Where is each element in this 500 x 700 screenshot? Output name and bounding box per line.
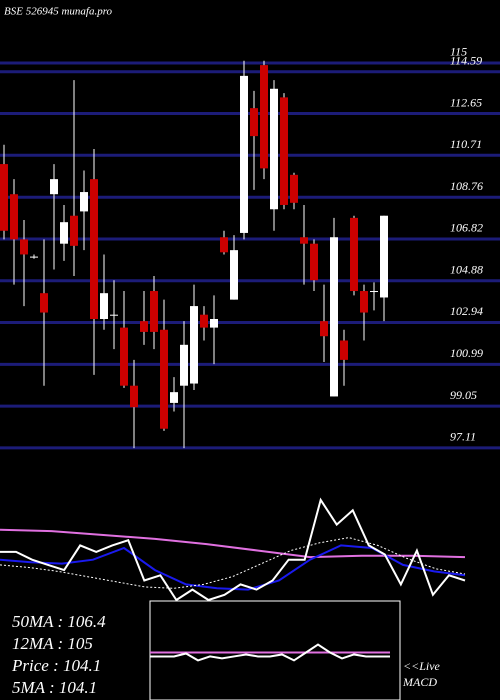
y-tick-label: 110.71 bbox=[450, 137, 482, 151]
indicator-line bbox=[150, 643, 390, 662]
y-tick-label: 99.05 bbox=[450, 388, 477, 402]
candle-body bbox=[10, 194, 18, 240]
y-tick-label: 104.88 bbox=[450, 262, 483, 276]
chart-title: BSE 526945 munafa.pro bbox=[4, 6, 113, 18]
candle-body bbox=[250, 108, 258, 137]
indicator-line bbox=[0, 528, 466, 559]
candle-body bbox=[60, 222, 68, 244]
candle-body bbox=[170, 392, 178, 403]
indicator-line bbox=[0, 497, 466, 602]
candle-body bbox=[180, 344, 188, 386]
candle-body bbox=[280, 97, 288, 205]
indicator-line bbox=[0, 544, 466, 591]
candle-body bbox=[380, 215, 388, 298]
y-tick-label: 102.94 bbox=[450, 304, 483, 318]
candle-body bbox=[210, 318, 218, 328]
candle-body bbox=[270, 88, 278, 210]
y-tick-label: 114.59 bbox=[450, 54, 482, 68]
candle-body bbox=[110, 314, 118, 316]
candle-body bbox=[0, 164, 8, 231]
candle-body bbox=[360, 291, 368, 313]
ma-label: 5MA : 104.1 bbox=[12, 678, 97, 697]
candle-body bbox=[20, 239, 28, 255]
candle-body bbox=[260, 65, 268, 169]
candle-body bbox=[370, 291, 378, 293]
candle-body bbox=[40, 293, 48, 313]
candle-body bbox=[130, 385, 138, 408]
ma-label: Price : 104.1 bbox=[11, 656, 101, 675]
y-tick-label: 108.76 bbox=[450, 179, 483, 193]
y-tick-label: 100.99 bbox=[450, 346, 483, 360]
live-label: <<Live bbox=[403, 659, 441, 673]
candle-body bbox=[120, 327, 128, 386]
candle-body bbox=[310, 243, 318, 281]
candle-body bbox=[230, 250, 238, 300]
candle-body bbox=[100, 293, 108, 319]
candle-body bbox=[140, 321, 148, 332]
candle-body bbox=[300, 237, 308, 244]
candle-body bbox=[80, 192, 88, 212]
ma-label: 12MA : 105 bbox=[12, 634, 93, 653]
candle-body bbox=[150, 291, 158, 332]
y-tick-label: 97.11 bbox=[450, 430, 476, 444]
candle-body bbox=[340, 340, 348, 360]
candle-body bbox=[70, 215, 78, 246]
candle-body bbox=[160, 329, 168, 429]
candle-body bbox=[50, 179, 58, 195]
candle-body bbox=[200, 314, 208, 328]
candle-body bbox=[240, 75, 248, 233]
ma-label: 50MA : 106.4 bbox=[12, 612, 106, 631]
y-tick-label: 115 bbox=[450, 45, 467, 59]
y-tick-label: 112.65 bbox=[450, 95, 482, 109]
y-tick-label: 106.82 bbox=[450, 221, 483, 235]
macd-box bbox=[149, 600, 401, 700]
candle-body bbox=[30, 256, 38, 258]
candle-body bbox=[190, 306, 198, 384]
candle-body bbox=[350, 217, 358, 292]
candle-body bbox=[290, 174, 298, 203]
candle-body bbox=[330, 237, 338, 397]
candle-body bbox=[90, 179, 98, 319]
candle-body bbox=[220, 237, 228, 253]
candle-body bbox=[320, 321, 328, 337]
live-label: MACD bbox=[402, 675, 437, 689]
